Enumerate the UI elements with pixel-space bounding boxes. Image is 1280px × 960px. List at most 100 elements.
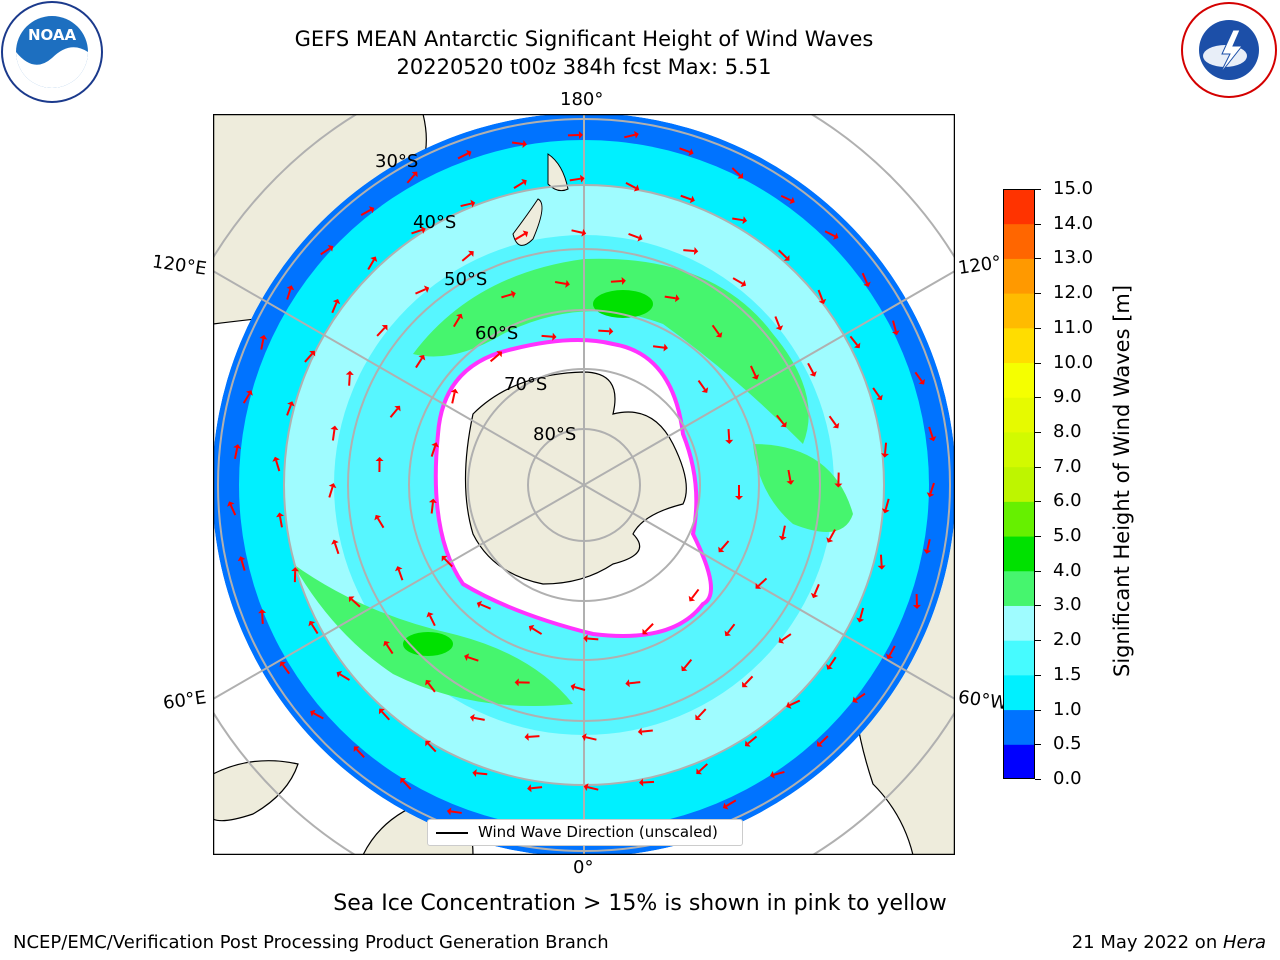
wind-arrow-head — [276, 512, 284, 518]
wind-arrow-shaft — [242, 393, 251, 404]
wind-arrow-head — [810, 592, 819, 599]
colorbar-tick-label: 13.0 — [1053, 247, 1094, 269]
wind-arrow-head — [786, 480, 795, 485]
wind-arrow-shaft — [787, 469, 792, 482]
wind-arrow-head — [856, 617, 865, 623]
wind-arrow-shaft — [511, 141, 524, 145]
wind-arrow-head — [722, 802, 729, 810]
wind-arrow-head — [374, 514, 382, 521]
wind-arrow-head — [689, 195, 695, 204]
wind-arrow-shaft — [625, 182, 637, 189]
wind-arrow-shaft — [355, 748, 365, 759]
wind-arrow-head — [521, 178, 527, 186]
wind-arrow-shaft — [697, 380, 706, 391]
wind-arrow-shaft — [585, 736, 597, 741]
wind-arrow-head — [854, 342, 861, 349]
lon-label-60e: 60°E — [161, 687, 208, 714]
wind-arrow-shaft — [571, 229, 583, 234]
legend-line-swatch — [436, 832, 468, 834]
wind-arrow-head — [583, 783, 589, 792]
wind-arrow-shaft — [587, 637, 599, 641]
colorbar-tick-label: 7.0 — [1053, 455, 1082, 477]
wind-arrow-shaft — [879, 554, 883, 566]
wind-arrow-shaft — [828, 415, 837, 426]
wind-arrow-head — [581, 228, 587, 237]
wind-arrow-head — [688, 595, 696, 602]
wind-arrow-head — [286, 285, 295, 291]
colorbar-tick-mark — [1035, 779, 1041, 780]
wind-arrow-head — [625, 679, 630, 688]
colorbar-tick-label: 12.0 — [1053, 282, 1094, 304]
wind-arrow-shaft — [929, 482, 935, 494]
wind-arrow-head — [696, 768, 702, 775]
wind-arrow-head — [663, 343, 668, 352]
colorbar-tick-label: 0.0 — [1053, 768, 1082, 789]
wind-arrow-head — [328, 483, 337, 489]
noaa-logo: NOAA — [0, 0, 104, 104]
colorbar — [1003, 189, 1035, 779]
wind-arrow-shaft — [744, 675, 754, 686]
wind-arrow-head — [514, 678, 519, 687]
wind-arrow-head — [881, 453, 889, 458]
wind-arrow-head — [826, 664, 833, 670]
wind-arrow-head — [456, 313, 463, 320]
wind-arrow-shaft — [683, 658, 693, 669]
wind-arrow-head — [740, 280, 747, 288]
wind-arrow-shaft — [778, 249, 788, 259]
wind-arrow-head — [470, 199, 476, 208]
wind-arrow-shaft — [531, 627, 543, 635]
wind-arrow-shaft — [275, 460, 281, 472]
wind-arrow-head — [928, 436, 937, 442]
colorbar-tick-label: 11.0 — [1053, 316, 1094, 338]
footer-branch: NCEP/EMC/Verification Post Processing Pr… — [13, 932, 609, 953]
wind-arrow-shaft — [698, 763, 709, 773]
wind-arrow-shaft — [727, 428, 731, 441]
wind-arrow-head — [308, 620, 316, 627]
wind-arrow-shaft — [732, 277, 744, 285]
colorbar-tick-mark — [1035, 501, 1041, 503]
wind-arrow-shaft — [598, 329, 610, 333]
colorbar-segment — [1003, 327, 1035, 364]
colorbar-tick-label: 8.0 — [1053, 420, 1082, 442]
wind-arrow-shaft — [320, 247, 331, 256]
wind-arrow-shaft — [513, 181, 524, 189]
wind-arrow-head — [609, 327, 614, 336]
lon-label-120e: 120°E — [150, 251, 208, 280]
wind-arrow-head — [368, 206, 375, 214]
wind-arrow-shaft — [541, 334, 553, 338]
colorbar-segment — [1003, 536, 1035, 572]
wind-arrow-head — [833, 232, 839, 240]
wind-arrow-head — [637, 234, 643, 242]
colorbar-tick-mark — [1035, 223, 1041, 225]
wind-arrow-head — [418, 354, 426, 361]
wind-arrow-head — [863, 281, 871, 287]
wind-arrow-shaft — [680, 194, 692, 201]
wind-arrow-head — [701, 387, 709, 393]
wind-arrow-shaft — [376, 327, 386, 337]
wind-arrow-shaft — [711, 324, 720, 335]
wind-arrow-shaft — [554, 281, 567, 285]
wind-arrow-shaft — [328, 486, 334, 498]
wind-arrow-head — [755, 582, 762, 589]
wind-arrow-head — [724, 630, 731, 637]
wind-arrow-shaft — [569, 177, 581, 182]
footer-date: 21 May 2022 on Hera — [1072, 932, 1266, 953]
wind-arrow-shaft — [339, 673, 350, 681]
wind-arrow-head — [923, 549, 932, 554]
wind-arrow-shaft — [726, 623, 736, 634]
lat-label-60s: 60°S — [475, 323, 519, 344]
wind-arrow-head — [330, 425, 339, 431]
wind-arrow-shaft — [861, 272, 868, 284]
colorbar-segment — [1003, 640, 1035, 676]
wind-arrow-head — [370, 256, 378, 262]
wind-arrow-head — [769, 770, 775, 779]
wind-arrow-head — [464, 653, 470, 661]
colorbar-tick-mark — [1035, 293, 1041, 295]
wind-arrow-head — [634, 130, 639, 139]
wind-arrow-head — [469, 713, 475, 722]
wind-arrow-shaft — [430, 445, 437, 457]
nws-logo — [1178, 0, 1280, 100]
wind-arrow-head — [817, 740, 823, 747]
wind-arrow-head — [426, 612, 434, 618]
wind-arrow-shaft — [451, 392, 456, 404]
